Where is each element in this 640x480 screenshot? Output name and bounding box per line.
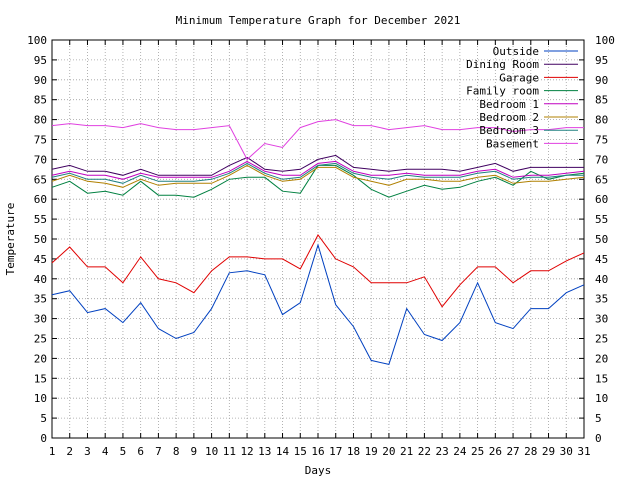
y-tick-label: 80 <box>34 114 47 127</box>
x-tick-label: 15 <box>294 445 307 458</box>
series <box>51 119 585 365</box>
y-tick-label-right: 30 <box>595 313 608 326</box>
x-tick-label: 28 <box>524 445 537 458</box>
x-tick-label: 23 <box>436 445 449 458</box>
x-tick-label: 31 <box>577 445 590 458</box>
y-tick-label: 5 <box>40 412 47 425</box>
legend-label: Garage <box>499 71 539 84</box>
legend-label: Family room <box>466 85 539 98</box>
legend-label: Bedroom 2 <box>479 111 539 124</box>
y-tick-label-right: 5 <box>595 412 602 425</box>
x-tick-label: 26 <box>489 445 502 458</box>
x-tick-label: 21 <box>400 445 413 458</box>
y-tick-label-right: 10 <box>595 392 608 405</box>
y-tick-label-right: 60 <box>595 193 608 206</box>
y-tick-label-right: 80 <box>595 114 608 127</box>
x-tick-label: 6 <box>137 445 144 458</box>
series-line-bedroom-2 <box>51 164 585 188</box>
x-tick-label: 4 <box>102 445 109 458</box>
x-tick-label: 13 <box>258 445 271 458</box>
y-tick-label-right: 95 <box>595 54 608 67</box>
x-tick-label: 1 <box>49 445 56 458</box>
legend-label: Bedroom 3 <box>479 124 539 137</box>
y-tick-label-right: 45 <box>595 253 608 266</box>
x-tick-label: 5 <box>120 445 127 458</box>
y-tick-label: 90 <box>34 74 47 87</box>
x-tick-label: 24 <box>453 445 467 458</box>
y-tick-label: 40 <box>34 273 47 286</box>
y-tick-label-right: 100 <box>595 34 615 47</box>
y-tick-label-right: 0 <box>595 432 602 445</box>
series-line-bedroom-1 <box>51 160 585 180</box>
x-tick-label: 20 <box>382 445 395 458</box>
x-tick-label: 14 <box>276 445 290 458</box>
y-tick-label-right: 15 <box>595 372 608 385</box>
y-tick-label-right: 75 <box>595 134 608 147</box>
y-tick-label: 85 <box>34 94 47 107</box>
series-line-bedroom-3 <box>51 162 584 184</box>
y-tick-label: 35 <box>34 293 47 306</box>
legend-label: Dining Room <box>466 58 539 71</box>
y-tick-label: 60 <box>34 193 47 206</box>
y-tick-label-right: 20 <box>595 352 608 365</box>
series-line-outside <box>51 243 585 365</box>
y-tick-label: 25 <box>34 333 47 346</box>
x-tick-label: 17 <box>329 445 342 458</box>
x-tick-label: 22 <box>418 445 431 458</box>
y-tick-label: 20 <box>34 352 47 365</box>
x-tick-label: 11 <box>223 445 236 458</box>
x-tick-label: 19 <box>365 445 378 458</box>
grid <box>52 40 584 438</box>
y-tick-label: 45 <box>34 253 47 266</box>
y-tick-label: 30 <box>34 313 47 326</box>
legend-label: Bedroom 1 <box>479 98 539 111</box>
y-tick-label: 75 <box>34 134 47 147</box>
x-tick-label: 7 <box>155 445 162 458</box>
x-tick-label: 9 <box>191 445 198 458</box>
y-tick-label-right: 90 <box>595 74 608 87</box>
y-tick-label: 70 <box>34 153 47 166</box>
y-tick-label: 55 <box>34 213 47 226</box>
x-tick-label: 10 <box>205 445 218 458</box>
y-tick-label-right: 65 <box>595 173 608 186</box>
y-tick-label: 100 <box>27 34 47 47</box>
chart-title: Minimum Temperature Graph for December 2… <box>176 14 461 27</box>
legend-label: Outside <box>493 45 539 58</box>
y-tick-label-right: 35 <box>595 293 608 306</box>
x-tick-label: 2 <box>66 445 73 458</box>
x-tick-label: 16 <box>311 445 324 458</box>
y-tick-label-right: 70 <box>595 153 608 166</box>
y-tick-label-right: 40 <box>595 273 608 286</box>
x-tick-label: 30 <box>560 445 573 458</box>
series-line-dining-room <box>51 154 584 176</box>
series-line-garage <box>51 234 585 308</box>
y-tick-label-right: 50 <box>595 233 608 246</box>
x-tick-label: 29 <box>542 445 555 458</box>
x-tick-label: 18 <box>347 445 360 458</box>
y-tick-label: 65 <box>34 173 47 186</box>
y-tick-label: 0 <box>40 432 47 445</box>
x-tick-label: 27 <box>506 445 519 458</box>
y-tick-label: 50 <box>34 233 47 246</box>
y-tick-label: 10 <box>34 392 47 405</box>
y-tick-label: 95 <box>34 54 47 67</box>
y-tick-label: 15 <box>34 372 47 385</box>
series-line-basement <box>51 119 584 161</box>
y-tick-label-right: 85 <box>595 94 608 107</box>
y-tick-label-right: 55 <box>595 213 608 226</box>
x-tick-label: 8 <box>173 445 180 458</box>
x-tick-label: 3 <box>84 445 91 458</box>
x-axis-label: Days <box>305 464 332 477</box>
x-tick-label: 25 <box>471 445 484 458</box>
y-axis-label: Temperature <box>4 203 17 276</box>
y-tick-label-right: 25 <box>595 333 608 346</box>
legend-label: Basement <box>486 137 539 150</box>
x-tick-label: 12 <box>240 445 253 458</box>
